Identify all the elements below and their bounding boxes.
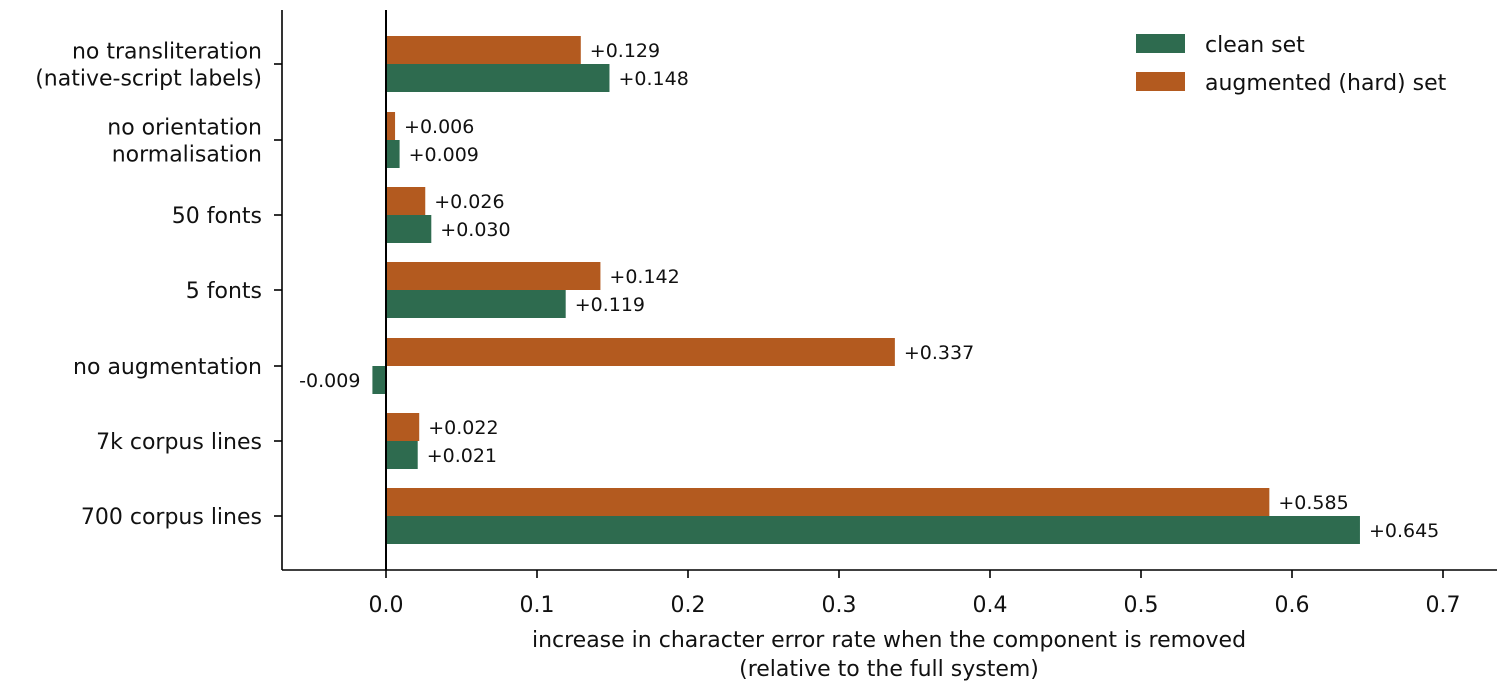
bar-label-clean-2: +0.030	[440, 219, 510, 241]
x-tick-label-2: 0.2	[671, 593, 706, 618]
bar-augmented-3	[386, 262, 601, 290]
bar-label-clean-4: -0.009	[299, 370, 360, 392]
bar-clean-5	[386, 441, 418, 469]
bar-augmented-4	[386, 338, 895, 366]
bar-label-augmented-4: +0.337	[904, 342, 974, 364]
legend-swatch-augmented	[1136, 72, 1185, 91]
bar-label-augmented-6: +0.585	[1278, 492, 1348, 514]
plot-bars	[372, 36, 1360, 544]
x-tick-label-3: 0.3	[822, 593, 857, 618]
bar-clean-6	[386, 516, 1360, 544]
bar-clean-4	[372, 366, 386, 394]
y-tick-label-0: no transliteration (native-script labels)	[35, 40, 262, 92]
bar-clean-2	[386, 215, 432, 243]
x-tick-label-5: 0.5	[1124, 593, 1159, 618]
bar-label-clean-6: +0.645	[1369, 520, 1439, 542]
bar-label-clean-1: +0.009	[409, 144, 479, 166]
y-tick-label-5: 7k corpus lines	[96, 430, 262, 455]
bar-label-augmented-5: +0.022	[428, 417, 498, 439]
bar-label-augmented-2: +0.026	[434, 191, 504, 213]
x-tick-label-1: 0.1	[520, 593, 555, 618]
x-tick-label-4: 0.4	[973, 593, 1008, 618]
bar-label-clean-5: +0.021	[427, 445, 497, 467]
x-tick-label-0: 0.0	[369, 593, 404, 618]
bar-label-clean-3: +0.119	[575, 294, 645, 316]
bar-label-clean-0: +0.148	[618, 68, 688, 90]
bar-label-augmented-0: +0.129	[590, 40, 660, 62]
legend-swatch-clean	[1136, 34, 1185, 53]
bar-label-augmented-3: +0.142	[609, 266, 679, 288]
y-axis-ticks: no transliteration (native-script labels)…	[35, 40, 282, 530]
bar-augmented-5	[386, 413, 420, 441]
x-axis-label: increase in character error rate when th…	[532, 628, 1246, 682]
bar-value-labels: +0.129 +0.148 +0.006 +0.009 +0.026 +0.030 +0.1…	[299, 40, 1439, 542]
bar-clean-0	[386, 64, 610, 92]
y-tick-label-6: 700 corpus lines	[81, 505, 262, 530]
x-axis-title: increase in character error rate when th…	[532, 628, 1246, 682]
bar-clean-3	[386, 290, 566, 318]
legend-label-augmented: augmented (hard) set	[1205, 71, 1447, 96]
bar-augmented-2	[386, 187, 426, 215]
y-tick-label-1: no orientation normalisation	[107, 116, 262, 168]
x-tick-label-6: 0.6	[1275, 593, 1310, 618]
legend: clean set augmented (hard) set	[1136, 33, 1447, 96]
bar-clean-1	[386, 140, 400, 168]
x-axis-ticks: 0.0 0.1 0.2 0.3 0.4 0.5 0.6 0.7	[369, 570, 1461, 618]
y-tick-label-4: no augmentation	[73, 355, 262, 380]
legend-label-clean: clean set	[1205, 33, 1305, 58]
bar-augmented-1	[386, 112, 396, 140]
y-tick-label-2: 50 fonts	[172, 204, 262, 229]
bar-augmented-6	[386, 488, 1270, 516]
bar-augmented-0	[386, 36, 581, 64]
bar-label-augmented-1: +0.006	[404, 116, 474, 138]
x-tick-label-7: 0.7	[1426, 593, 1461, 618]
y-tick-label-3: 5 fonts	[186, 279, 262, 304]
